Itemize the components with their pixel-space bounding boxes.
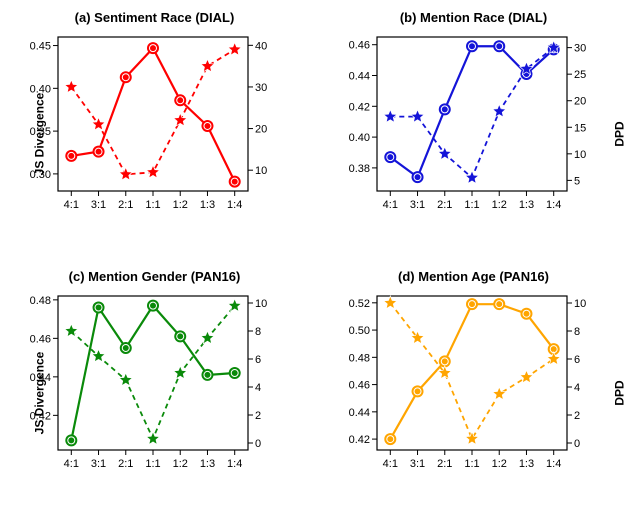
svg-text:20: 20 [574,96,586,108]
chart-title: (a) Sentiment Race (DIAL) [10,10,299,25]
chart-cell-2: (c) Mention Gender (PAN16) JS Divergence 0… [10,269,299,498]
plot-svg: 0.420.440.460.4802468104:13:12:11:11:21:… [10,288,280,478]
svg-text:0.48: 0.48 [30,295,51,307]
svg-text:0.44: 0.44 [349,71,370,83]
svg-text:1:1: 1:1 [464,199,479,211]
chart-container: DPD0.380.400.420.440.46510152025304:13:1… [329,29,618,238]
svg-text:0.42: 0.42 [349,434,370,446]
plot-svg: 0.42 0.44 0.46 0.48 0.50 0.52 0 2 4 6 8 10 4:1 3:1 2:1… [329,288,599,478]
svg-text:40: 40 [255,40,267,52]
svg-text:1:3: 1:3 [200,199,215,211]
svg-text:1:1: 1:1 [145,458,160,470]
svg-text:30: 30 [574,43,586,55]
chart-title: (d) Mention Age (PAN16) [329,269,618,284]
chart-container: JS Divergence0.420.440.460.4802468104:13… [10,288,299,497]
svg-text:0: 0 [574,438,580,450]
svg-text:6: 6 [255,354,261,366]
svg-text:0: 0 [255,438,261,450]
svg-text:0.48: 0.48 [349,352,370,364]
svg-text:1:2: 1:2 [492,458,507,470]
plot-svg: 0.300.350.400.45102030404:13:12:11:11:21… [10,29,280,219]
plot-svg: 0.38 0.40 0.42 0.44 0.46 5 10 15 20 25 30 4:1 3:1 2:1… [329,29,599,219]
svg-text:0.44: 0.44 [349,407,370,419]
svg-text:1:4: 1:4 [546,458,561,470]
svg-text:1:1: 1:1 [145,199,160,211]
svg-text:8: 8 [255,326,261,338]
svg-text:3:1: 3:1 [91,199,106,211]
chart-container: DPD0.420.440.460.480.500.5202468104:13:1… [329,288,618,497]
chart-cell-0: (a) Sentiment Race (DIAL) JS Divergence 0.… [10,10,299,239]
svg-text:10: 10 [255,298,267,310]
svg-text:4:1: 4:1 [64,458,79,470]
svg-text:10: 10 [255,165,267,177]
svg-text:1:3: 1:3 [519,199,534,211]
svg-text:6: 6 [574,354,580,366]
svg-text:4: 4 [255,382,261,394]
svg-text:4:1: 4:1 [383,199,398,211]
svg-text:0.46: 0.46 [30,333,51,345]
chart-title: (c) Mention Gender (PAN16) [10,269,299,284]
svg-text:4:1: 4:1 [383,458,398,470]
svg-text:2:1: 2:1 [437,199,452,211]
svg-text:0.52: 0.52 [349,298,370,310]
chart-cell-3: (d) Mention Age (PAN16)DPD0.420.440.460.… [329,269,618,498]
y-axis-label-left: JS Divergence [32,92,46,175]
svg-text:10: 10 [574,149,586,161]
svg-text:3:1: 3:1 [91,458,106,470]
svg-text:25: 25 [574,69,586,81]
chart-title: (b) Mention Race (DIAL) [329,10,618,25]
svg-text:30: 30 [255,82,267,94]
svg-text:0.45: 0.45 [30,41,51,53]
svg-text:1:2: 1:2 [173,458,188,470]
svg-text:1:3: 1:3 [519,458,534,470]
svg-text:0.46: 0.46 [349,40,370,52]
svg-text:1:3: 1:3 [200,458,215,470]
svg-text:10: 10 [574,298,586,310]
svg-text:0.40: 0.40 [349,132,370,144]
svg-text:20: 20 [255,124,267,136]
svg-text:1:2: 1:2 [492,199,507,211]
svg-text:4:1: 4:1 [64,199,79,211]
svg-text:5: 5 [574,175,580,187]
svg-text:4: 4 [574,382,580,394]
svg-text:1:4: 1:4 [227,199,242,211]
svg-text:0.42: 0.42 [349,101,370,113]
svg-text:0.50: 0.50 [349,325,370,337]
svg-text:2: 2 [255,410,261,422]
svg-text:1:4: 1:4 [227,458,242,470]
svg-text:2:1: 2:1 [118,458,133,470]
svg-text:2:1: 2:1 [118,199,133,211]
svg-text:0.46: 0.46 [349,380,370,392]
svg-text:0.38: 0.38 [349,163,370,175]
svg-text:1:4: 1:4 [546,199,561,211]
y-axis-label-right: DPD [612,121,626,146]
svg-text:8: 8 [574,326,580,338]
chart-grid: (a) Sentiment Race (DIAL) JS Divergence 0.… [10,10,618,498]
svg-text:3:1: 3:1 [410,458,425,470]
svg-text:1:2: 1:2 [173,199,188,211]
y-axis-label-left: JS Divergence [32,351,46,434]
chart-container: JS Divergence0.300.350.400.45102030404:1… [10,29,299,238]
svg-text:3:1: 3:1 [410,199,425,211]
svg-text:2:1: 2:1 [437,458,452,470]
chart-cell-1: (b) Mention Race (DIAL)DPD0.380.400.420.… [329,10,618,239]
svg-text:1:1: 1:1 [464,458,479,470]
y-axis-label-right: DPD [612,380,626,405]
svg-text:15: 15 [574,122,586,134]
svg-text:2: 2 [574,410,580,422]
